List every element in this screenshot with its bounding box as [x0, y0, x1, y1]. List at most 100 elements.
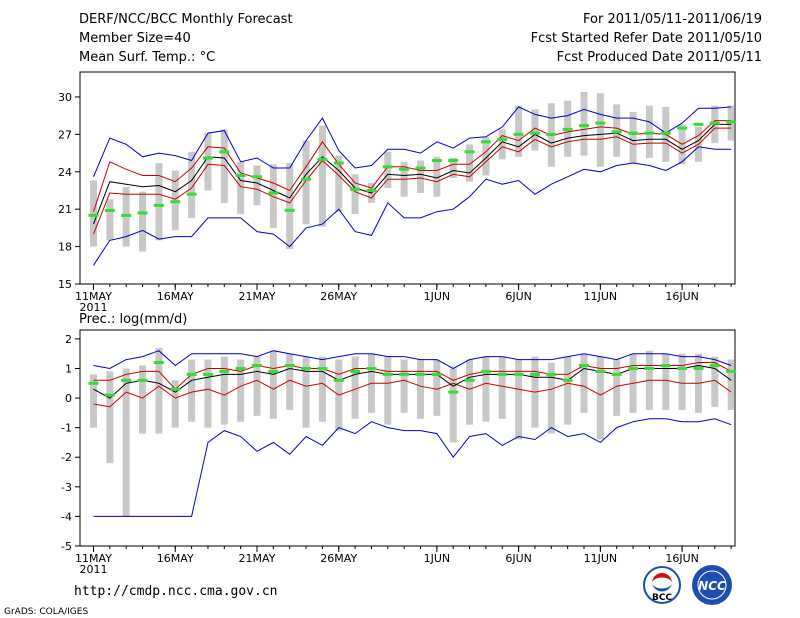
temp-observed-mark: [252, 175, 262, 179]
prec-year-label: 2011: [80, 563, 108, 576]
temp-observed-mark: [284, 208, 295, 212]
temp-observed-mark: [513, 132, 524, 136]
temp-range-bar: [596, 93, 604, 167]
precip-title: Prec.: log(mm/d): [79, 312, 187, 327]
prec-observed-mark: [726, 369, 737, 373]
prec-observed-mark: [611, 372, 622, 376]
prec-observed-mark: [317, 366, 328, 370]
prec-range-bar: [547, 362, 555, 434]
prec-observed-mark: [186, 372, 197, 376]
temp-observed-mark: [562, 127, 573, 131]
prec-observed-mark: [595, 369, 606, 373]
temp-range-bar: [531, 109, 539, 151]
temp-observed-mark: [121, 213, 132, 217]
prec-range-bar: [286, 353, 294, 410]
ncc-logo: NCC: [692, 565, 732, 605]
prec-range-bar: [122, 368, 130, 517]
prec-range-bar: [106, 371, 114, 464]
prec-observed-mark: [366, 366, 377, 370]
prec-observed-mark: [104, 393, 115, 397]
prec-range-bar: [482, 356, 490, 422]
temp-range-bar: [155, 163, 163, 241]
prec-range-bar: [678, 353, 686, 410]
temp-observed-mark: [104, 208, 115, 212]
temperature-panel: 15 18 21 24 27 30 11MAY 16MAY 21MAY 26MAY 1JUN 6JUN…: [58, 71, 737, 314]
bcc-logo-ring: [643, 566, 681, 604]
temp-observed-mark: [546, 132, 557, 136]
prec-series-mean_plus_sd: [93, 362, 732, 390]
prec-observed-mark: [644, 366, 655, 370]
prec-observed-mark: [170, 387, 181, 391]
temp-observed-mark: [88, 213, 99, 217]
prec-observed-mark: [546, 372, 557, 376]
temp-range-bar: [466, 144, 474, 182]
temp-observed-mark: [137, 211, 148, 215]
prec-observed-mark: [88, 381, 99, 385]
temp-observed-mark: [726, 120, 737, 124]
ncc-logo-text: NCC: [698, 579, 726, 593]
temp-observed-mark: [170, 200, 181, 204]
temp-observed-mark: [628, 131, 639, 135]
temp-x-tick-label: 26MAY: [320, 290, 357, 303]
produced-date: Fcst Produced Date 2011/05/11: [557, 50, 762, 65]
temp-range-bar: [318, 125, 326, 227]
prec-observed-mark: [301, 366, 312, 370]
prec-x-tick-label: 11JUN: [584, 552, 618, 565]
temp-observed-mark: [186, 192, 197, 196]
prec-range-bar: [498, 356, 506, 419]
temp-observed-mark: [497, 137, 508, 141]
prec-observed-mark: [415, 372, 426, 376]
prec-observed-mark: [153, 361, 164, 365]
temp-observed-mark: [382, 165, 393, 169]
prec-observed-mark: [660, 364, 671, 368]
temp-observed-mark: [693, 122, 704, 126]
prec-range-bar: [449, 368, 457, 443]
temp-observed-mark: [579, 124, 589, 128]
precipitation-panel: -5 -4 -3 -2 -1 0 1 2 11MAY 16MAY 21MAY 26MAY 1JUN 6JU…: [61, 329, 737, 576]
temp-x-tick-label: 16JUN: [665, 290, 699, 303]
prec-range-bar: [564, 356, 572, 425]
temp-observed-mark: [399, 167, 410, 171]
temp-observed-mark: [219, 150, 230, 154]
prec-observed-mark: [284, 364, 295, 368]
temp-range-bar: [286, 163, 294, 250]
grads-credit: GrADS: COLA/IGES: [4, 607, 88, 617]
prec-x-tick-label: 11MAY: [75, 552, 112, 565]
temp-observed-mark: [611, 130, 622, 134]
prec-x-tick-label: 16JUN: [665, 552, 699, 565]
prec-x-tick-label: 16MAY: [157, 552, 194, 565]
prec-observed-mark: [677, 366, 688, 370]
temp-series-ensemble_mean: [93, 123, 732, 225]
prec-y-tick-label: -1: [61, 422, 72, 435]
temp-observed-mark: [301, 177, 312, 181]
temp-y-tick-label: 21: [58, 203, 72, 216]
temp-range-bar: [629, 111, 637, 164]
prec-observed-mark: [693, 366, 704, 370]
temp-range-bar: [204, 133, 212, 191]
temp-x-tick-label: 16MAY: [157, 290, 194, 303]
member-size-label: Member Size=40: [79, 31, 191, 46]
temp-range-bar: [139, 191, 147, 252]
temp-range-bar: [302, 140, 310, 225]
temp-observed-mark: [431, 159, 442, 163]
temp-observed-mark: [235, 174, 246, 178]
bcc-logo-swirl: [652, 573, 672, 582]
temp-y-tick-label: 18: [58, 241, 72, 254]
bcc-logo-text: BCC: [652, 593, 672, 603]
prec-observed-mark: [137, 378, 148, 382]
prec-range-bar: [727, 359, 735, 410]
prec-observed-mark: [333, 378, 344, 382]
temp-y-tick-label: 15: [58, 278, 72, 291]
temp-observed-mark: [415, 166, 426, 170]
prec-observed-mark: [562, 378, 573, 382]
temp-plot-frame: [79, 71, 736, 285]
temp-series-max: [93, 146, 732, 266]
temp-range-bar: [335, 155, 343, 212]
temp-observed-mark: [709, 121, 720, 125]
prec-observed-mark: [268, 369, 279, 373]
prec-range-bar: [237, 359, 245, 422]
prec-range-bar: [711, 356, 719, 407]
prec-series-min: [93, 350, 732, 370]
prec-range-bar: [139, 365, 147, 434]
temp-x-tick-label: 21MAY: [239, 290, 276, 303]
